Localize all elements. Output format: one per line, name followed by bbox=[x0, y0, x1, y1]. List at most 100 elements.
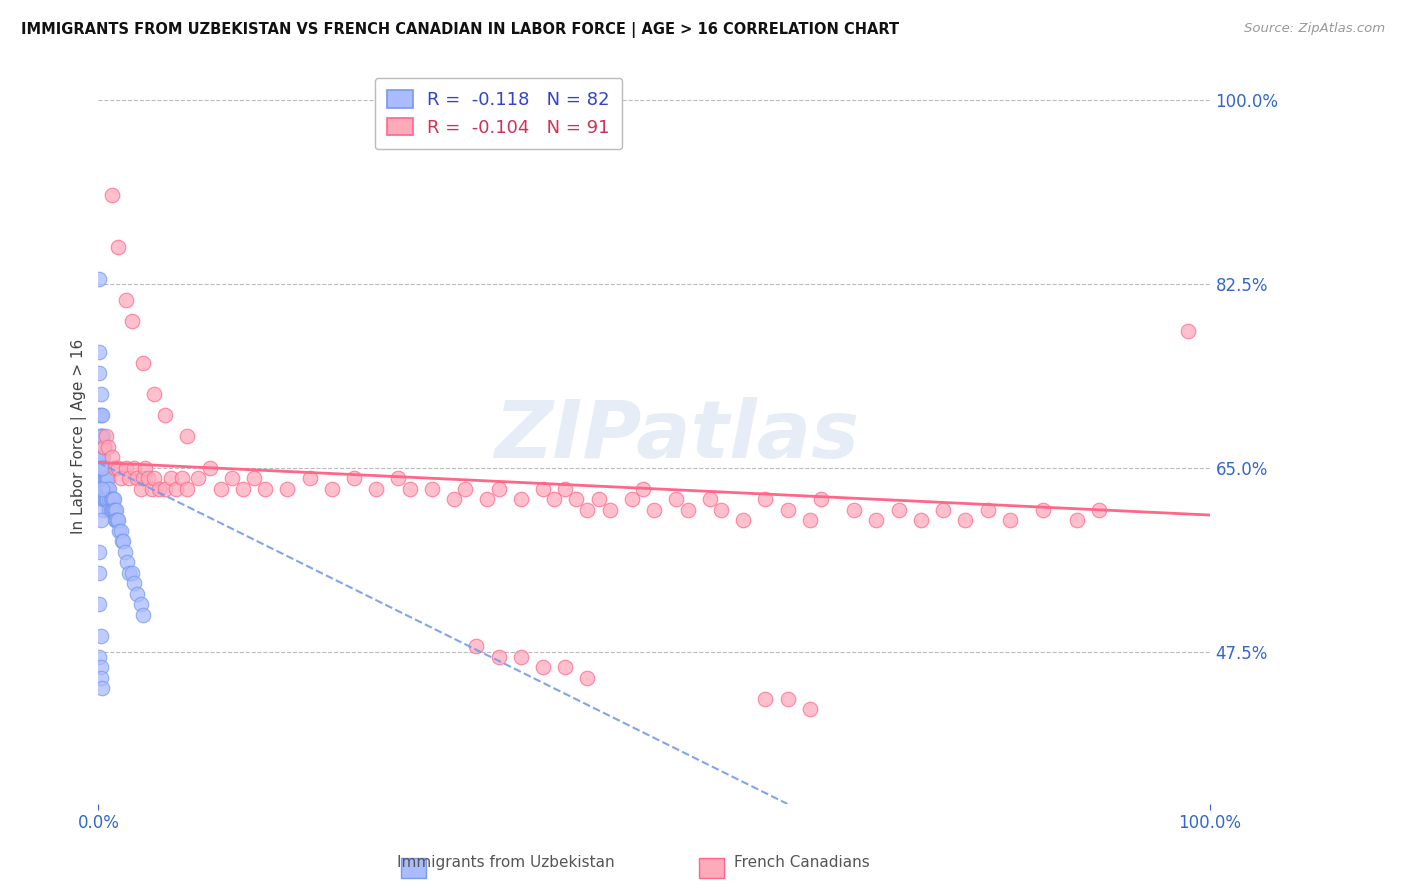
Point bbox=[94, 482, 117, 496]
Point bbox=[89, 545, 111, 559]
Point bbox=[89, 271, 111, 285]
Point bbox=[93, 440, 115, 454]
Point bbox=[94, 492, 117, 507]
Point bbox=[588, 492, 610, 507]
Point bbox=[93, 471, 115, 485]
Point bbox=[93, 482, 115, 496]
Point bbox=[754, 692, 776, 706]
Point bbox=[114, 545, 136, 559]
Text: Immigrants from Uzbekistan: Immigrants from Uzbekistan bbox=[398, 855, 614, 870]
Point bbox=[118, 471, 141, 485]
Point bbox=[100, 492, 122, 507]
Point bbox=[243, 471, 266, 485]
Point bbox=[107, 513, 129, 527]
Point bbox=[90, 409, 112, 423]
Point bbox=[100, 492, 122, 507]
Point bbox=[90, 482, 112, 496]
Point bbox=[105, 513, 128, 527]
Text: ZIPatlas: ZIPatlas bbox=[494, 397, 859, 475]
Point bbox=[115, 293, 138, 307]
Text: French Canadians: French Canadians bbox=[734, 855, 869, 870]
Point bbox=[94, 460, 117, 475]
Point bbox=[477, 492, 499, 507]
Point bbox=[232, 482, 254, 496]
Point bbox=[93, 460, 115, 475]
Point bbox=[643, 503, 665, 517]
Point bbox=[100, 503, 122, 517]
Point bbox=[100, 450, 122, 465]
Point bbox=[93, 440, 115, 454]
Point bbox=[94, 492, 117, 507]
Point bbox=[90, 482, 112, 496]
Point bbox=[89, 598, 111, 612]
Point bbox=[1088, 503, 1111, 517]
Point bbox=[454, 482, 477, 496]
Point bbox=[776, 692, 799, 706]
Point bbox=[104, 503, 127, 517]
Point bbox=[1032, 503, 1054, 517]
Point bbox=[90, 429, 112, 443]
Point bbox=[104, 460, 127, 475]
Point bbox=[101, 503, 124, 517]
Legend: R =  -0.118   N = 82, R =  -0.104   N = 91: R = -0.118 N = 82, R = -0.104 N = 91 bbox=[375, 78, 623, 150]
Point bbox=[710, 503, 733, 517]
Point bbox=[620, 492, 643, 507]
Point bbox=[865, 513, 887, 527]
Point bbox=[90, 681, 112, 696]
Point bbox=[90, 429, 112, 443]
Point bbox=[298, 471, 321, 485]
Point bbox=[98, 492, 121, 507]
Point bbox=[599, 503, 621, 517]
Point bbox=[101, 492, 124, 507]
Point bbox=[129, 482, 152, 496]
Point bbox=[148, 482, 170, 496]
Point bbox=[170, 471, 193, 485]
Point bbox=[103, 503, 125, 517]
Point bbox=[138, 471, 160, 485]
Point bbox=[90, 471, 112, 485]
Point bbox=[576, 671, 599, 685]
Point bbox=[366, 482, 388, 496]
Point bbox=[733, 513, 755, 527]
Point bbox=[198, 460, 221, 475]
Point bbox=[509, 492, 531, 507]
Point bbox=[115, 460, 138, 475]
Point bbox=[153, 482, 176, 496]
Point bbox=[94, 471, 117, 485]
Point bbox=[96, 471, 118, 485]
Point bbox=[998, 513, 1021, 527]
Point bbox=[799, 513, 821, 527]
Point bbox=[90, 471, 112, 485]
Point bbox=[565, 492, 588, 507]
Point bbox=[111, 534, 134, 549]
Point bbox=[187, 471, 209, 485]
Point bbox=[221, 471, 243, 485]
Point bbox=[94, 429, 117, 443]
Point bbox=[321, 482, 343, 496]
Point bbox=[387, 471, 409, 485]
Point bbox=[89, 566, 111, 580]
Point bbox=[254, 482, 277, 496]
Point bbox=[100, 187, 122, 202]
Point bbox=[976, 503, 998, 517]
Point bbox=[94, 460, 117, 475]
Point bbox=[107, 240, 129, 254]
Point bbox=[90, 429, 112, 443]
Point bbox=[108, 524, 131, 538]
Point bbox=[887, 503, 910, 517]
Point bbox=[799, 702, 821, 716]
Point bbox=[127, 587, 149, 601]
Point bbox=[122, 576, 145, 591]
Point bbox=[554, 482, 576, 496]
Point bbox=[576, 503, 599, 517]
Point bbox=[554, 660, 576, 674]
Point bbox=[443, 492, 465, 507]
Point bbox=[90, 660, 112, 674]
Point bbox=[89, 409, 111, 423]
Point bbox=[132, 356, 155, 370]
Point bbox=[129, 598, 152, 612]
Point bbox=[488, 482, 510, 496]
Point bbox=[110, 471, 132, 485]
Point bbox=[90, 387, 112, 401]
Point bbox=[97, 440, 120, 454]
